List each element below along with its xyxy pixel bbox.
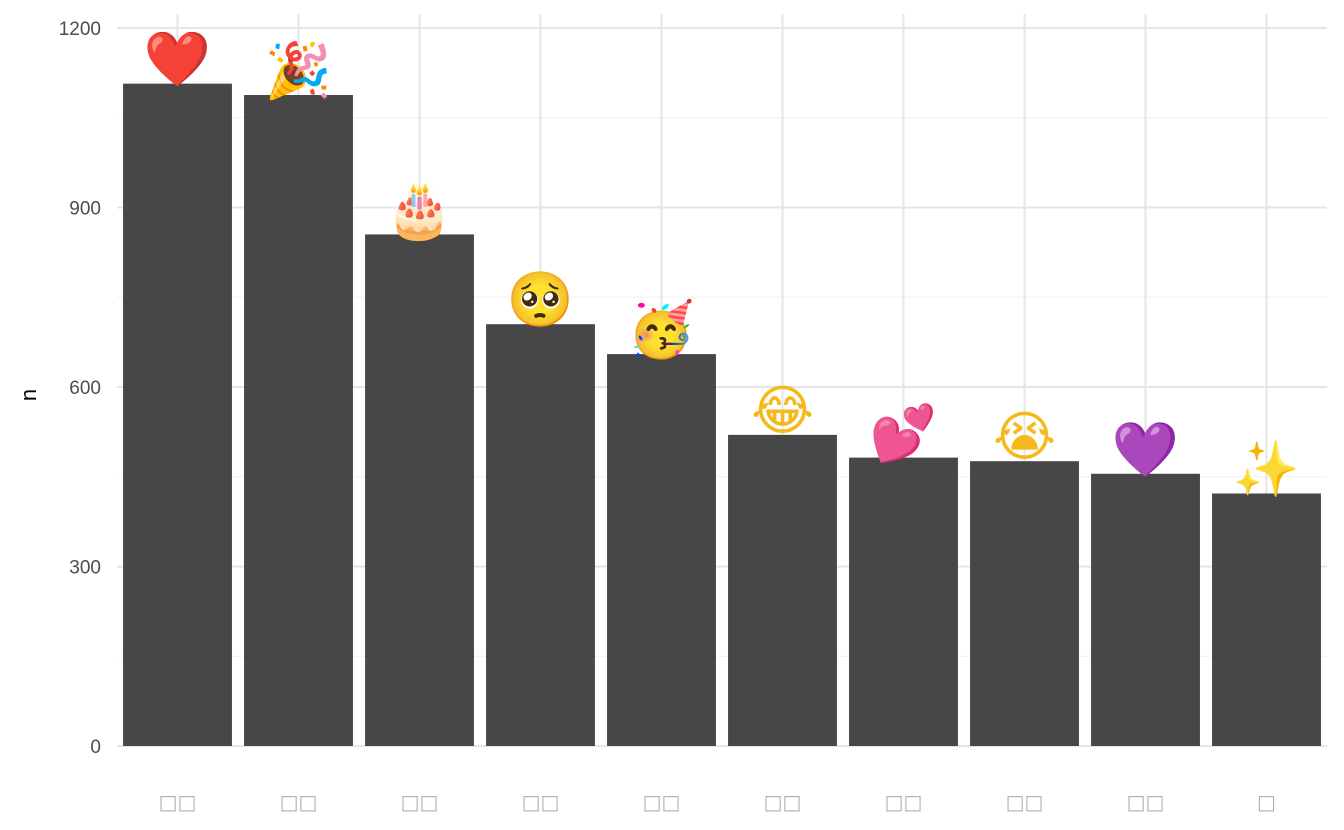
y-axis: 0 300 600 900 1200 <box>59 19 101 758</box>
x-tick-label: □□ <box>1127 790 1165 814</box>
bar <box>123 83 232 746</box>
y-tick-label: 600 <box>69 378 101 399</box>
y-tick-label: 300 <box>69 558 101 579</box>
y-tick-label: 900 <box>69 199 101 220</box>
bar <box>1212 493 1321 746</box>
bar-emoji-label: 🎉 <box>265 39 332 103</box>
x-tick-label: □□ <box>401 790 439 814</box>
bar-emoji-label: 💜 <box>1112 418 1180 481</box>
bar-emoji-label: 💕 <box>870 402 937 465</box>
bar-emoji-label: 🥳 <box>628 297 695 361</box>
x-tick-label: □□ <box>643 790 681 814</box>
x-tick-label: □□ <box>280 790 318 814</box>
y-axis-title: n <box>16 389 41 401</box>
x-tick-label: □□ <box>885 790 923 814</box>
bar-emoji-labels: ❤️ 🎉 🎂 🥺 🥳 😂 💕 😭 💜 ✨ <box>144 28 1300 501</box>
x-tick-label: □□ <box>1006 790 1044 814</box>
x-axis: □□ □□ □□ □□ □□ □□ □□ □□ □□ □ <box>159 790 1276 814</box>
bars <box>123 83 1321 747</box>
bar-emoji-label: 😭 <box>993 405 1056 468</box>
bar <box>486 324 595 746</box>
bar-emoji-label: 😂 <box>751 379 814 442</box>
x-tick-label: □□ <box>522 790 560 814</box>
bar <box>970 461 1079 746</box>
y-tick-label: 0 <box>90 737 101 758</box>
bar <box>728 434 837 746</box>
x-tick-label: □□ <box>159 790 197 814</box>
bar-emoji-label: 🎂 <box>386 177 453 242</box>
bar <box>849 457 958 746</box>
bar <box>365 234 474 747</box>
bar-emoji-label: 🥺 <box>507 268 574 331</box>
x-tick-label: □□ <box>764 790 802 814</box>
bar <box>244 95 353 747</box>
y-tick-label: 1200 <box>59 19 101 40</box>
bar <box>1091 473 1200 746</box>
bar-emoji-label: ❤️ <box>144 28 212 91</box>
bar <box>607 354 716 746</box>
bar-emoji-label: ✨ <box>1233 438 1300 501</box>
x-tick-label: □ <box>1257 790 1276 814</box>
